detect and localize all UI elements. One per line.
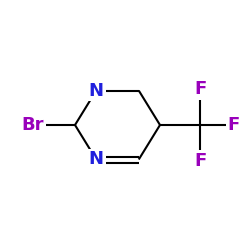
Text: F: F <box>194 152 206 170</box>
Text: N: N <box>89 150 104 168</box>
Text: N: N <box>89 82 104 100</box>
Text: Br: Br <box>21 116 44 134</box>
Text: F: F <box>194 80 206 98</box>
Text: F: F <box>228 116 240 134</box>
